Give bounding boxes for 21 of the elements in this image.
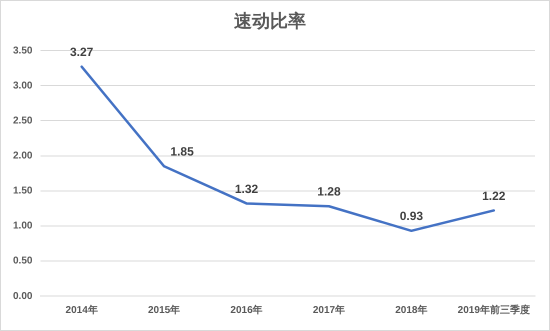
y-tick-label: 3.50 <box>12 45 33 56</box>
data-label: 1.28 <box>317 184 341 199</box>
x-tick-label: 2018年 <box>395 304 428 316</box>
y-tick-label: 3.00 <box>12 80 33 92</box>
data-label: 0.93 <box>400 209 424 224</box>
y-tick-label: 1.50 <box>12 186 33 197</box>
y-tick-label: 2.00 <box>12 150 33 162</box>
x-tick-label: 2014年 <box>66 304 98 316</box>
y-tick-label: 0.00 <box>12 290 33 302</box>
data-label: 1.32 <box>234 182 259 196</box>
x-tick-label: 2019年前三季度 <box>458 304 530 316</box>
data-label: 3.27 <box>70 45 94 60</box>
y-tick-label: 1.00 <box>12 220 33 232</box>
x-tick-label: 2017年 <box>312 304 346 316</box>
x-tick-label: 2015年 <box>148 304 180 316</box>
y-tick-label: 0.50 <box>12 256 33 267</box>
data-label: 1.85 <box>170 144 194 159</box>
chart-title: 速动比率 <box>234 10 306 31</box>
y-tick-label: 2.50 <box>12 115 33 126</box>
data-label: 1.22 <box>482 188 506 203</box>
x-tick-label: 2016年 <box>230 304 263 316</box>
